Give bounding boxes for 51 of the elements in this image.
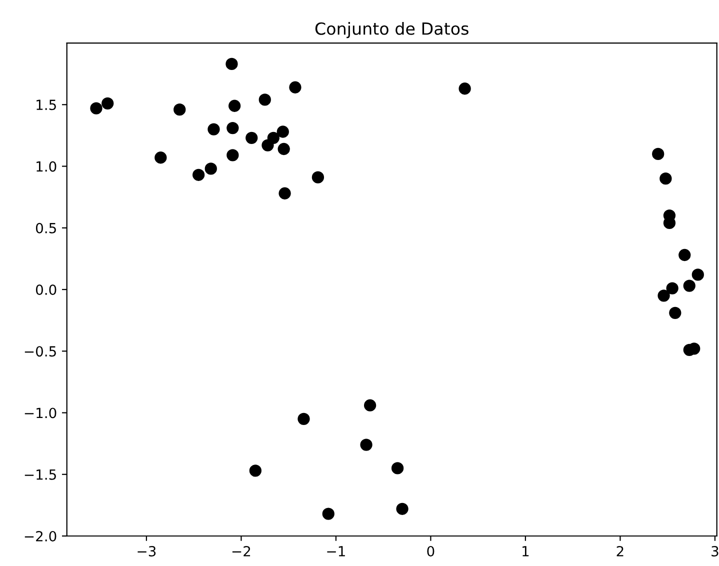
point: [249, 464, 262, 477]
point: [666, 282, 678, 294]
x-tick-label: 3: [712, 546, 718, 556]
point: [360, 438, 372, 451]
point: [678, 248, 691, 262]
point: [391, 462, 404, 474]
point: [683, 280, 696, 292]
point: [262, 139, 274, 152]
x-tick-label: 1: [522, 546, 529, 556]
point: [226, 58, 238, 70]
y-tick-label: 1.0: [36, 161, 56, 172]
y-tick-label: −1.0: [24, 408, 56, 418]
y-tick-label: −1.5: [24, 470, 56, 480]
point: [658, 290, 670, 302]
x-tick-label: −3: [138, 546, 156, 556]
point: [102, 97, 114, 110]
y-tick-label: −2.0: [24, 530, 56, 542]
point: [289, 81, 302, 94]
point: [226, 149, 239, 162]
point: [364, 399, 376, 412]
point: [228, 100, 241, 112]
chart-title: Conjunto de Datos: [315, 22, 468, 38]
y-tick-label: 1.5: [36, 100, 56, 110]
y-tick-label: 0.5: [36, 222, 56, 234]
point: [208, 123, 220, 136]
point: [322, 508, 334, 520]
x-tick-label: −1: [327, 546, 345, 556]
point: [154, 152, 167, 164]
point: [226, 122, 239, 134]
point: [276, 126, 289, 138]
point: [258, 94, 271, 106]
x-tick-label: 2: [616, 546, 624, 556]
point: [204, 162, 217, 175]
point: [660, 172, 672, 185]
point: [298, 412, 310, 425]
y-tick-label: −0.5: [24, 346, 56, 357]
x-tick-label: −2: [232, 546, 250, 556]
point: [458, 82, 471, 95]
point: [692, 268, 704, 281]
point: [192, 168, 205, 181]
point: [652, 148, 664, 160]
y-tick-label: 0.0: [36, 284, 56, 295]
point: [278, 187, 291, 200]
x-tick-label: 0: [427, 546, 434, 556]
point: [669, 306, 682, 319]
point: [396, 502, 408, 515]
point: [278, 142, 290, 156]
point: [312, 171, 324, 184]
point: [246, 132, 258, 144]
point: [90, 102, 102, 114]
point: [174, 103, 186, 116]
